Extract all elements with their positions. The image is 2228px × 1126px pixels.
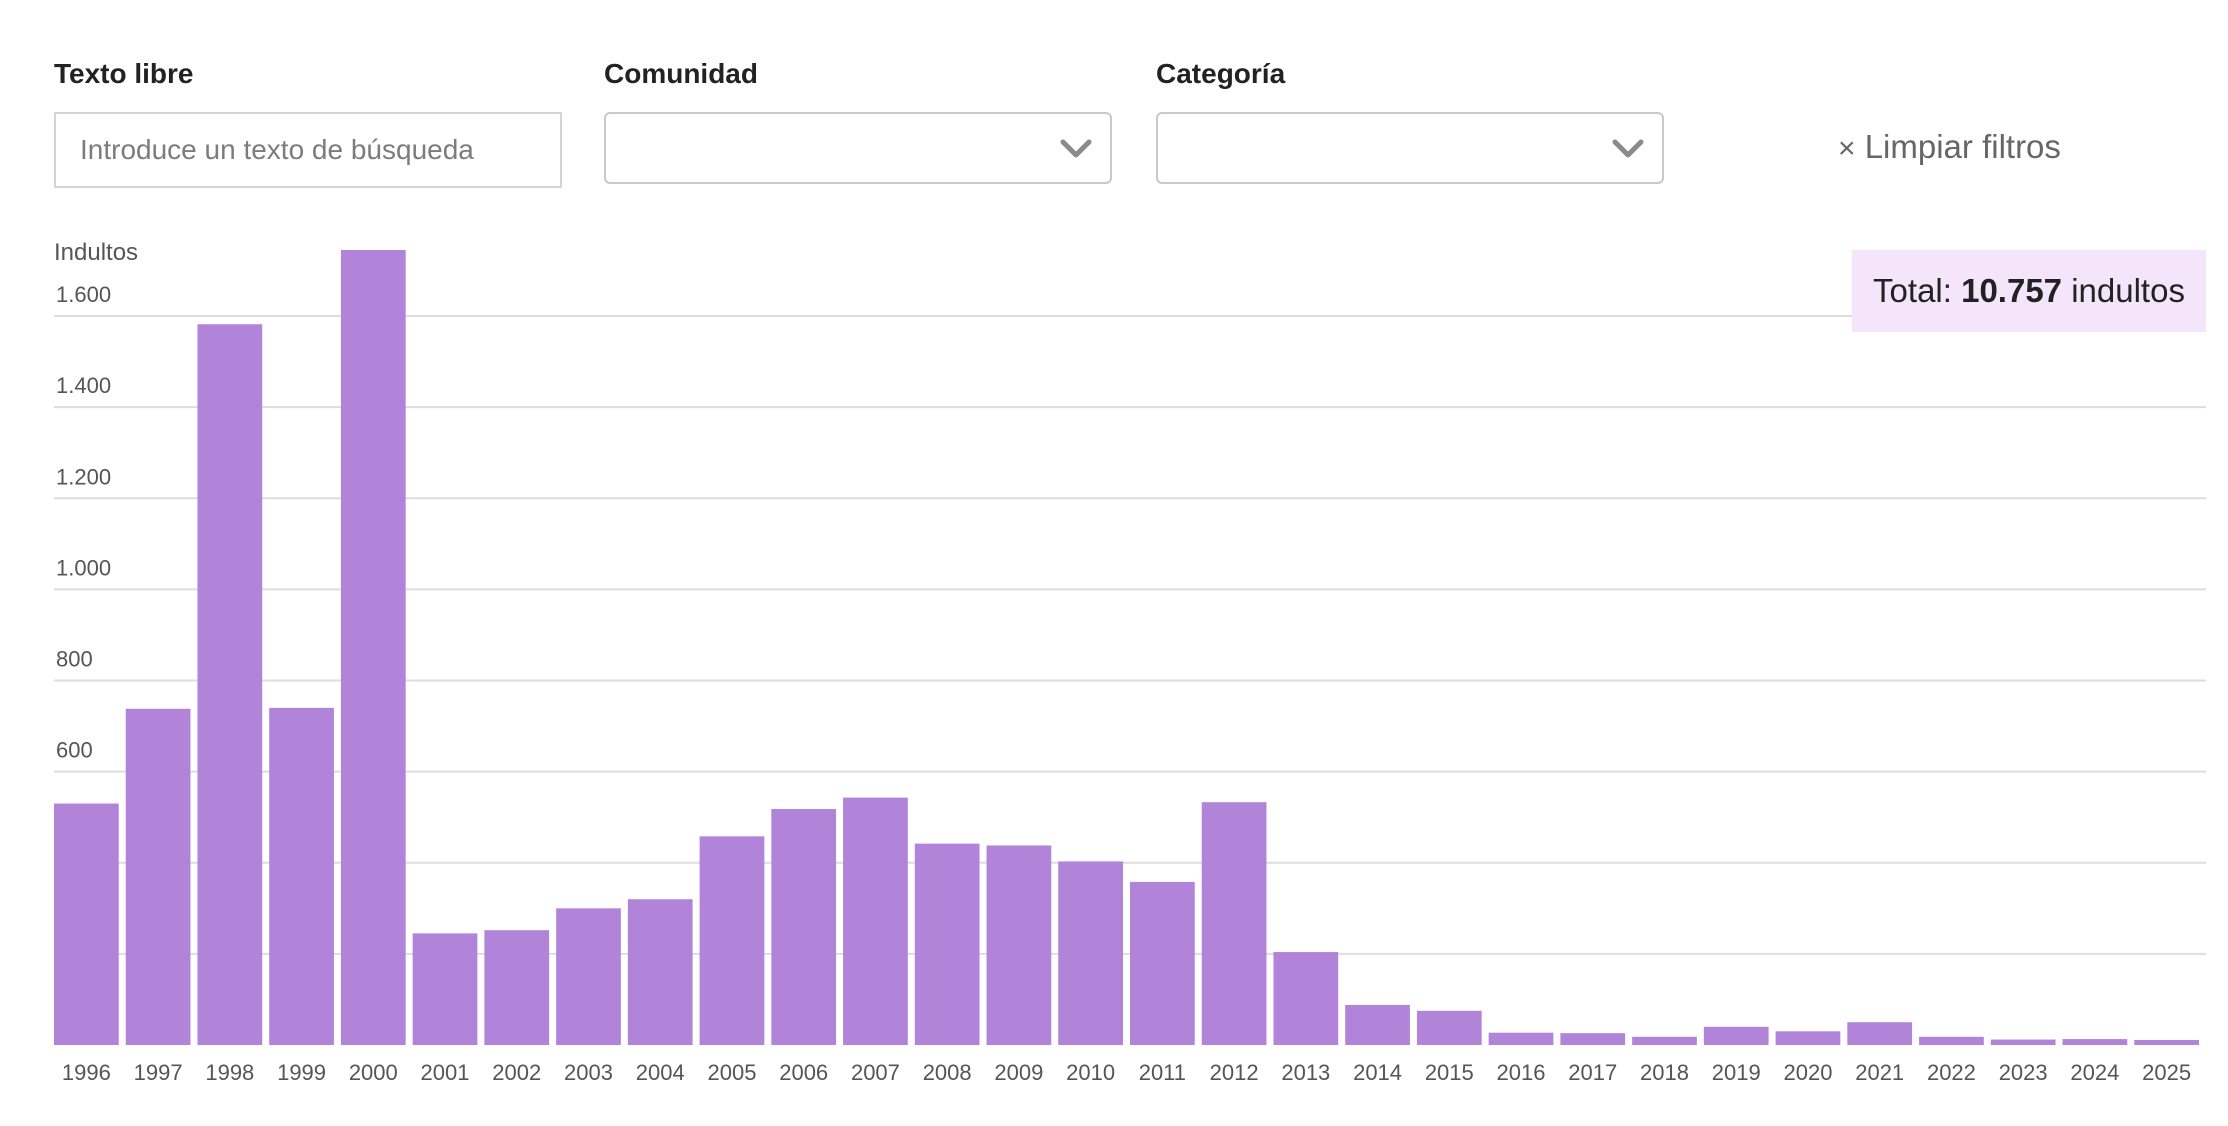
x-tick-label: 2025 (2142, 1060, 2191, 1085)
x-tick-label: 2001 (421, 1060, 470, 1085)
bar-2001[interactable] (412, 933, 478, 1045)
x-tick-label: 2008 (923, 1060, 972, 1085)
x-tick-label: 2022 (1927, 1060, 1976, 1085)
x-tick-label: 2002 (492, 1060, 541, 1085)
bar-2009[interactable] (986, 845, 1052, 1045)
x-tick-label: 1998 (205, 1060, 254, 1085)
bar-2006[interactable] (771, 809, 837, 1045)
x-tick-label: 2014 (1353, 1060, 1402, 1085)
x-tick-label: 1997 (134, 1060, 183, 1085)
chevron-down-icon (1612, 139, 1644, 158)
bar-2025[interactable] (2134, 1039, 2199, 1045)
y-tick-label: 800 (56, 647, 93, 672)
x-tick-label: 2007 (851, 1060, 900, 1085)
x-tick-label: 2020 (1783, 1060, 1832, 1085)
x-tick-label: 2017 (1568, 1060, 1617, 1085)
x-tick-label: 2021 (1855, 1060, 1904, 1085)
bar-2019[interactable] (1703, 1026, 1769, 1045)
bar-2004[interactable] (627, 899, 693, 1045)
x-tick-label: 2018 (1640, 1060, 1689, 1085)
x-tick-label: 1999 (277, 1060, 326, 1085)
bar-2013[interactable] (1273, 952, 1339, 1045)
bar-1997[interactable] (125, 708, 191, 1045)
bar-1996[interactable] (54, 803, 119, 1045)
comunidad-label: Comunidad (604, 58, 758, 89)
texto-libre-label: Texto libre (54, 58, 194, 89)
total-badge: Total: 10.757 indultos (1852, 250, 2206, 332)
x-tick-label: 2023 (1999, 1060, 2048, 1085)
bar-2021[interactable] (1847, 1022, 1913, 1045)
x-tick-label: 2015 (1425, 1060, 1474, 1085)
x-tick-label: 1996 (62, 1060, 111, 1085)
x-tick-label: 2024 (2070, 1060, 2119, 1085)
clear-filters-label: Limpiar filtros (1864, 128, 2061, 165)
y-tick-label: 600 (56, 738, 93, 763)
bar-1998[interactable] (197, 324, 263, 1045)
comunidad-select[interactable] (604, 112, 1112, 184)
y-tick-label: 1.400 (56, 373, 111, 398)
bar-2017[interactable] (1560, 1033, 1626, 1045)
bar-2012[interactable] (1201, 802, 1267, 1045)
x-tick-label: 2019 (1712, 1060, 1761, 1085)
bar-2023[interactable] (1990, 1039, 2056, 1045)
close-icon: × (1838, 132, 1856, 165)
bar-2016[interactable] (1488, 1032, 1554, 1045)
bar-2020[interactable] (1775, 1031, 1841, 1045)
total-prefix: Total: (1873, 272, 1952, 309)
x-tick-label: 2013 (1281, 1060, 1330, 1085)
x-tick-label: 2005 (707, 1060, 756, 1085)
bar-2015[interactable] (1416, 1010, 1482, 1045)
clear-filters-button[interactable]: × Limpiar filtros (1838, 128, 2061, 166)
bar-2000[interactable] (340, 250, 406, 1045)
bars (54, 250, 2199, 1045)
bar-2014[interactable] (1345, 1004, 1410, 1045)
search-input[interactable] (54, 112, 562, 188)
categoria-select[interactable] (1156, 112, 1664, 184)
bar-2007[interactable] (843, 797, 908, 1045)
y-tick-label: 1.200 (56, 464, 111, 489)
x-tick-label: 2010 (1066, 1060, 1115, 1085)
bar-2018[interactable] (1632, 1036, 1697, 1045)
x-tick-label: 2006 (779, 1060, 828, 1085)
x-tick-label: 2011 (1139, 1060, 1186, 1085)
bar-2011[interactable] (1130, 881, 1195, 1045)
x-tick-label: 2004 (636, 1060, 685, 1085)
y-tick-label: 1.600 (56, 282, 111, 307)
bar-2003[interactable] (556, 908, 621, 1045)
y-axis-ticks: 600 800 1.000 1.200 1.400 1.600 (56, 282, 111, 763)
bar-2024[interactable] (2062, 1039, 2128, 1045)
bar-2022[interactable] (1919, 1036, 1984, 1045)
x-axis-ticks: 1996 1997 1998 1999 2000 2001 2002 2003 2004 2005… (62, 1060, 2191, 1085)
chevron-down-icon (1060, 139, 1092, 158)
bar-2008[interactable] (914, 843, 980, 1045)
categoria-label: Categoría (1156, 58, 1286, 89)
x-tick-label: 2009 (994, 1060, 1043, 1085)
total-value: 10.757 (1961, 272, 2063, 309)
x-tick-label: 2016 (1497, 1060, 1546, 1085)
x-tick-label: 2003 (564, 1060, 613, 1085)
bar-2002[interactable] (484, 930, 550, 1045)
bar-2010[interactable] (1058, 861, 1123, 1045)
y-tick-label: 1.000 (56, 555, 111, 580)
bar-1999[interactable] (269, 707, 334, 1045)
total-suffix: indultos (2071, 272, 2185, 309)
bar-2005[interactable] (699, 836, 765, 1045)
x-tick-label: 2012 (1210, 1060, 1259, 1085)
x-tick-label: 2000 (349, 1060, 398, 1085)
y-axis-title: Indultos (54, 239, 138, 266)
